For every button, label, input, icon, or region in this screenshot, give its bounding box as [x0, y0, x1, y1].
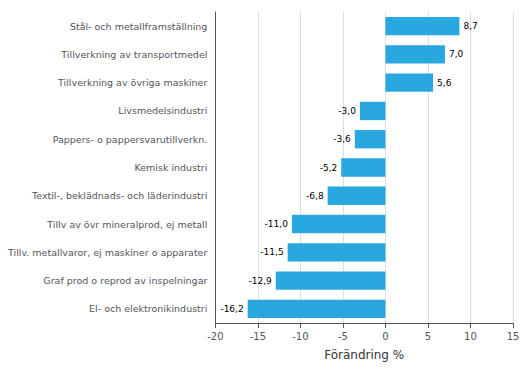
svg-text:8,7: 8,7: [463, 21, 477, 31]
svg-text:-10: -10: [292, 331, 308, 342]
svg-text:-5,2: -5,2: [320, 163, 338, 173]
svg-text:Tillv. metallvaror, ej maskine: Tillv. metallvaror, ej maskiner o appara…: [7, 247, 207, 258]
svg-text:-11,5: -11,5: [260, 247, 283, 257]
svg-text:Tillverkning av övriga maskine: Tillverkning av övriga maskiner: [57, 77, 207, 88]
svg-text:15: 15: [507, 331, 520, 342]
svg-text:7,0: 7,0: [449, 49, 464, 59]
svg-text:-3,0: -3,0: [338, 106, 356, 116]
svg-text:Tillv av övr mineralprod, ej m: Tillv av övr mineralprod, ej metall: [46, 219, 207, 230]
svg-text:Kemisk industri: Kemisk industri: [134, 162, 207, 173]
svg-text:-20: -20: [207, 331, 223, 342]
svg-text:-16,2: -16,2: [220, 304, 243, 314]
svg-text:Stål- och metallframställning: Stål- och metallframställning: [70, 21, 207, 32]
svg-text:-12,9: -12,9: [248, 276, 272, 286]
svg-text:Graf prod o reprod av inspelni: Graf prod o reprod av inspelningar: [43, 275, 207, 286]
svg-text:5,6: 5,6: [437, 78, 452, 88]
svg-text:Tillverkning av transportmedel: Tillverkning av transportmedel: [60, 49, 207, 60]
svg-text:5: 5: [425, 331, 431, 342]
svg-text:-6,8: -6,8: [306, 191, 324, 201]
svg-text:-15: -15: [250, 331, 266, 342]
svg-text:Förändring %: Förändring %: [324, 348, 404, 362]
svg-text:Textil-, beklädnads- och läder: Textil-, beklädnads- och läderindustri: [31, 190, 207, 201]
svg-text:-5: -5: [338, 331, 348, 342]
svg-text:-11,0: -11,0: [265, 219, 289, 229]
svg-text:Pappers- o pappersvarutillverk: Pappers- o pappersvarutillverkn.: [53, 134, 208, 145]
svg-text:El- och elektronikindustri: El- och elektronikindustri: [89, 303, 207, 314]
svg-text:10: 10: [464, 331, 477, 342]
svg-text:Livsmedelsindustri: Livsmedelsindustri: [118, 105, 207, 116]
svg-text:-3,6: -3,6: [333, 134, 351, 144]
svg-text:0: 0: [382, 331, 388, 342]
